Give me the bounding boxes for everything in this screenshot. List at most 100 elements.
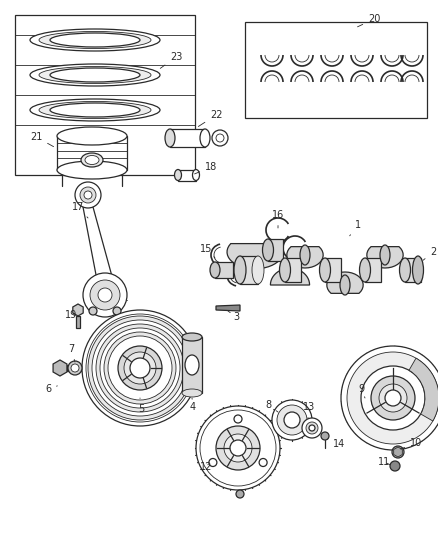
Ellipse shape [185,355,199,375]
Bar [170,129,205,147]
Circle shape [385,390,401,406]
Ellipse shape [174,169,181,181]
Text: 20: 20 [357,14,380,27]
Text: 16: 16 [272,210,284,228]
Ellipse shape [30,64,160,86]
Polygon shape [270,268,310,285]
Circle shape [224,434,252,462]
Text: 2: 2 [423,247,436,260]
Circle shape [341,346,438,450]
Ellipse shape [50,103,140,117]
Circle shape [302,418,322,438]
Circle shape [371,376,415,420]
Circle shape [83,273,127,317]
Circle shape [124,352,156,384]
Ellipse shape [413,256,424,284]
Text: 7: 7 [68,344,75,362]
Bar [67,365,135,371]
Bar [182,337,202,393]
Polygon shape [287,247,323,268]
Text: 10: 10 [401,438,422,449]
Polygon shape [327,272,363,293]
Ellipse shape [340,275,350,295]
Ellipse shape [192,169,199,181]
Circle shape [321,432,329,440]
Bar [268,239,283,261]
Text: 3: 3 [228,311,239,322]
Bar [215,262,233,278]
Polygon shape [227,244,283,269]
Circle shape [82,310,198,426]
Polygon shape [83,207,113,287]
Circle shape [209,458,217,466]
Circle shape [92,320,188,416]
Bar [365,258,381,282]
Ellipse shape [182,389,202,397]
Text: 15: 15 [200,244,215,258]
Bar [325,258,341,282]
Text: 9: 9 [358,384,365,398]
Circle shape [118,346,162,390]
Circle shape [284,412,300,428]
Circle shape [84,191,92,199]
Ellipse shape [85,156,99,165]
Circle shape [259,458,267,466]
Circle shape [98,288,112,302]
Bar [240,256,258,284]
Circle shape [108,336,172,400]
Circle shape [130,358,150,378]
Bar [245,22,427,118]
Circle shape [96,324,184,412]
Circle shape [113,307,121,315]
Polygon shape [73,304,83,316]
Wedge shape [409,358,438,421]
Ellipse shape [50,33,140,47]
Bar [285,258,301,282]
Circle shape [361,366,425,430]
Circle shape [100,328,180,408]
Circle shape [196,406,280,490]
Circle shape [347,352,438,444]
Circle shape [88,316,192,420]
Ellipse shape [182,333,202,341]
Text: 1: 1 [350,220,361,236]
Ellipse shape [399,258,410,282]
Polygon shape [216,305,240,311]
Ellipse shape [252,256,264,284]
Polygon shape [367,247,403,268]
Ellipse shape [360,258,371,282]
Circle shape [80,187,96,203]
Circle shape [236,490,244,498]
Text: 21: 21 [30,132,53,147]
Circle shape [216,426,260,470]
Circle shape [309,425,315,431]
Polygon shape [15,15,195,175]
Circle shape [390,461,400,471]
Ellipse shape [50,68,140,82]
Circle shape [379,384,407,412]
Ellipse shape [380,245,390,265]
Circle shape [306,422,318,434]
Text: 13: 13 [303,402,315,418]
Text: 5: 5 [138,398,144,414]
Text: 18: 18 [194,162,217,174]
Polygon shape [53,360,67,376]
Ellipse shape [30,29,160,51]
Ellipse shape [39,101,151,118]
Ellipse shape [200,129,210,147]
Text: 19: 19 [65,310,77,320]
Circle shape [89,307,97,315]
Text: 4: 4 [190,398,196,412]
Ellipse shape [30,99,160,121]
Ellipse shape [39,67,151,84]
Text: 11: 11 [378,457,390,467]
Ellipse shape [300,245,310,265]
Circle shape [392,446,404,458]
Text: 6: 6 [45,384,57,394]
Circle shape [90,280,120,310]
Circle shape [71,364,79,372]
Circle shape [68,361,82,375]
Ellipse shape [81,153,103,167]
Circle shape [212,130,228,146]
Circle shape [234,415,242,423]
